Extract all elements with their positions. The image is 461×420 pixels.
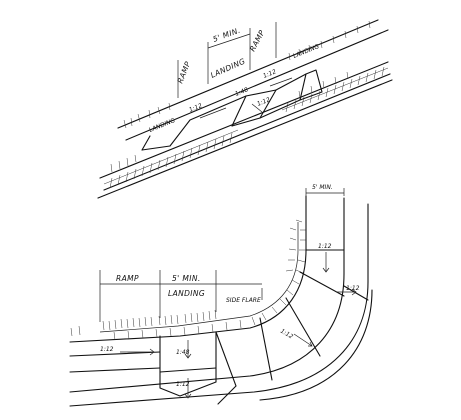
bottom-label-slope-right-upper: 1:12	[318, 243, 332, 250]
bottom-upper-flare	[343, 285, 369, 301]
top-grass-lower	[110, 71, 349, 173]
top-label-min-dimension: 5' MIN.	[212, 26, 242, 44]
bottom-landing-line	[159, 367, 217, 373]
top-center-landing	[231, 89, 277, 127]
top-walk-edge-upper	[117, 19, 379, 129]
bottom-radial-3	[299, 271, 345, 297]
top-landing-left-wedge	[141, 135, 171, 151]
top-label-ramp-right: RAMP	[248, 28, 267, 53]
bottom-arrow-flare	[293, 333, 313, 347]
bottom-arrow-right	[336, 288, 357, 296]
top-arrow-right	[269, 77, 293, 87]
top-dimension-bar	[207, 33, 251, 49]
bottom-label-slope-right-mid: 1:12	[346, 285, 360, 292]
bottom-side-flare	[215, 331, 237, 405]
bottom-grass	[70, 219, 303, 337]
bottom-label-slope-center: 1:48	[176, 349, 190, 356]
bottom-arrow-upper	[322, 252, 330, 273]
bottom-arrow-lower	[184, 378, 192, 399]
top-label-slope-center-b: 1:12	[256, 96, 271, 108]
bottom-label-slope-lower: 1:12	[176, 381, 190, 388]
top-curb-edge-lower	[103, 73, 391, 191]
top-grass-upper	[123, 20, 371, 129]
top-arrow-left	[199, 107, 227, 119]
bottom-curve-edge	[259, 289, 373, 401]
bottom-label-min-dimension-right: 5' MIN.	[312, 184, 333, 191]
top-label-slope-center: 1:48	[234, 86, 249, 98]
top-walk-edge-lower	[125, 29, 389, 141]
top-gutter-edge	[97, 79, 393, 199]
top-label-landing-left: LANDING	[148, 117, 176, 134]
bottom-left-ramp-lines	[69, 351, 161, 373]
bottom-label-ramp: RAMP	[116, 274, 139, 283]
bottom-brick-band	[99, 222, 306, 341]
top-ramp-left-panel	[169, 95, 247, 147]
bottom-label-landing: LANDING	[168, 289, 205, 298]
bottom-radial-1	[259, 317, 273, 381]
top-curb-brick-left	[103, 129, 239, 189]
bottom-dimension-verticals	[99, 270, 263, 322]
bottom-dimension-right	[305, 188, 345, 196]
top-ramp-right-panel	[259, 73, 307, 119]
bottom-label-slope-left: 1:12	[100, 346, 114, 353]
bottom-labels: RAMP 5' MIN. LANDING SIDE FLARE 5' MIN. …	[100, 184, 360, 388]
top-ramp-figure	[97, 19, 393, 199]
top-label-landing-right: LANDING	[292, 43, 320, 60]
bottom-lower-wedge	[159, 381, 217, 397]
bottom-radial-2	[285, 297, 321, 357]
top-label-slope-left: 1:12	[188, 102, 203, 114]
bottom-curve-gutter	[69, 281, 369, 407]
top-landing-right-wedge	[299, 69, 323, 101]
top-label-slope-right: 1:12	[262, 68, 277, 80]
top-dimension-verticals	[177, 22, 277, 98]
bottom-label-side-flare: SIDE FLARE	[226, 297, 261, 304]
top-curb-edge-upper	[99, 61, 389, 179]
bottom-label-slope-flare: 1:12	[279, 328, 294, 341]
top-arrow-center	[251, 103, 263, 113]
bottom-label-min-dimension: 5' MIN.	[172, 274, 201, 283]
bottom-arrow-center	[184, 340, 192, 359]
bottom-arrow-left	[120, 348, 155, 356]
top-curb-brick-right	[281, 66, 389, 113]
bottom-ramp-figure	[69, 188, 373, 407]
